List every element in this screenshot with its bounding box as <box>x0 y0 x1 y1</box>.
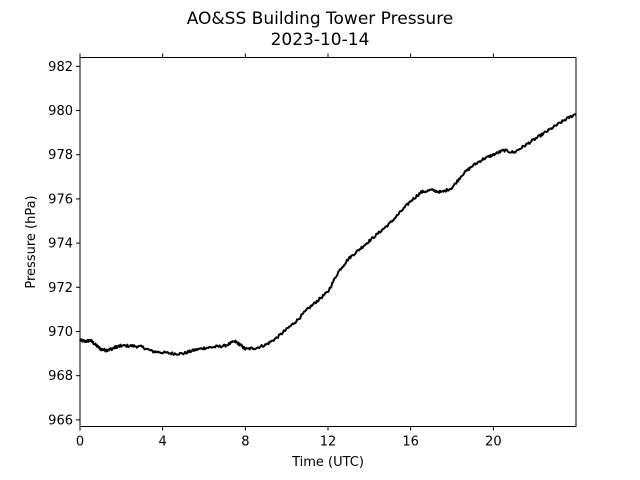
y-tick-label: 972 <box>48 281 73 296</box>
x-axis-label: Time (UTC) <box>291 455 364 470</box>
x-tick-label: 20 <box>485 435 502 450</box>
chart-title: AO&SS Building Tower Pressure <box>187 9 454 29</box>
y-tick-label: 966 <box>48 413 73 428</box>
x-tick-label: 4 <box>159 435 167 450</box>
y-axis-label: Pressure (hPa) <box>24 195 39 288</box>
y-tick-label: 968 <box>48 369 73 384</box>
y-tick-label: 982 <box>48 60 73 75</box>
y-tick-label: 974 <box>48 237 73 252</box>
chart-subtitle: 2023-10-14 <box>271 30 370 50</box>
x-tick-label: 16 <box>402 435 419 450</box>
y-tick-label: 978 <box>48 148 73 163</box>
x-tick-label: 8 <box>241 435 249 450</box>
y-tick-label: 976 <box>48 192 73 207</box>
x-tick-label: 12 <box>320 435 337 450</box>
y-tick-label: 970 <box>48 325 73 340</box>
plot-frame <box>79 57 577 427</box>
pressure-series-line <box>79 113 577 356</box>
y-tick-label: 980 <box>48 104 73 119</box>
x-tick-label: 0 <box>76 435 84 450</box>
